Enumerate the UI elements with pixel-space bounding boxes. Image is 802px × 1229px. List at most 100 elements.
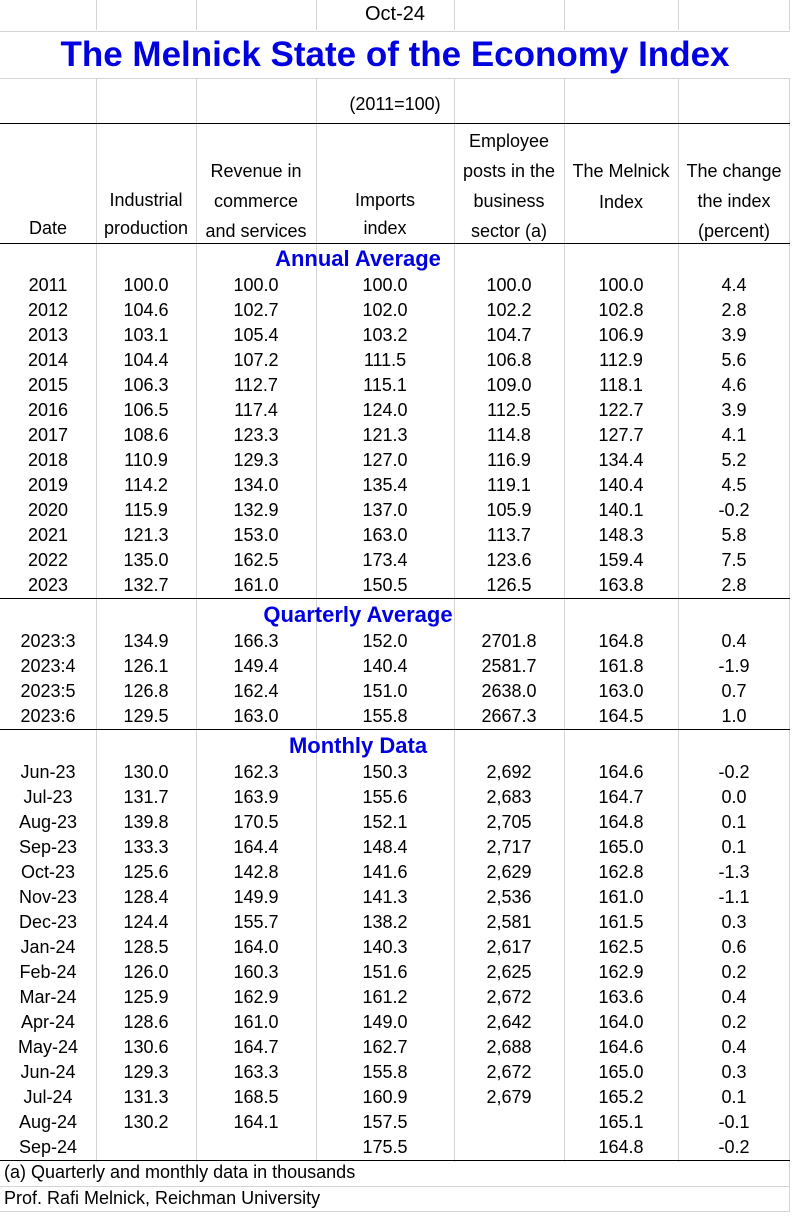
table-row: Sep-24 175.5 164.8 -0.2: [0, 1135, 790, 1160]
industrial-cell: 130.2: [123, 1112, 169, 1132]
revenue-cell: 162.4: [233, 681, 279, 701]
change-cell: 4.6: [721, 375, 747, 395]
header-employee: Employee posts in the business sector (a): [462, 131, 556, 241]
imports-cell: 102.0: [362, 300, 408, 320]
table-row: 2013 103.1 105.4 103.2 104.7 106.9 3.9: [0, 323, 790, 348]
change-cell: 4.5: [721, 475, 747, 495]
employee-cell: 102.2: [486, 300, 532, 320]
industrial-cell: 126.0: [123, 962, 169, 982]
imports-cell: 175.5: [362, 1137, 408, 1157]
header-date: Date: [28, 218, 68, 238]
industrial-cell: 104.4: [123, 350, 169, 370]
revenue-cell: 163.3: [233, 1062, 279, 1082]
change-cell: 0.7: [721, 681, 747, 701]
grid-line: [789, 0, 790, 1212]
table-row: Dec-23 124.4 155.7 138.2 2,581 161.5 0.3: [0, 910, 790, 935]
table-row: 2015 106.3 112.7 115.1 109.0 118.1 4.6: [0, 373, 790, 398]
revenue-cell: 149.4: [233, 656, 279, 676]
industrial-cell: 121.3: [123, 525, 169, 545]
revenue-cell: 100.0: [233, 275, 279, 295]
revenue-cell: 162.9: [233, 987, 279, 1007]
date-cell: 2023:5: [20, 681, 76, 701]
industrial-cell: 115.9: [124, 500, 168, 520]
employee-cell: 105.9: [486, 500, 532, 520]
change-cell: 0.4: [721, 1037, 747, 1057]
melnick-cell: 112.9: [599, 350, 643, 370]
change-cell: -1.9: [718, 656, 750, 676]
grid-line: [316, 0, 317, 1162]
industrial-cell: 104.6: [123, 300, 169, 320]
employee-cell: 113.7: [487, 525, 531, 545]
industrial-cell: 128.6: [123, 1012, 169, 1032]
table-row: 2017 108.6 123.3 121.3 114.8 127.7 4.1: [0, 423, 790, 448]
footnote-a: (a) Quarterly and monthly data in thousa…: [4, 1162, 356, 1182]
date-cell: 2023: [27, 575, 69, 595]
melnick-cell: 148.3: [598, 525, 644, 545]
melnick-cell: 159.4: [598, 550, 644, 570]
change-cell: 0.1: [721, 812, 747, 832]
base-year-note: (2011=100): [349, 94, 441, 114]
table-row: Aug-23 139.8 170.5 152.1 2,705 164.8 0.1: [0, 810, 790, 835]
revenue-cell: 117.4: [234, 400, 278, 420]
melnick-cell: 162.9: [598, 962, 644, 982]
melnick-cell: 163.8: [598, 575, 644, 595]
change-cell: 1.0: [721, 706, 747, 726]
melnick-cell: 165.1: [598, 1112, 644, 1132]
date-cell: 2016: [27, 400, 69, 420]
melnick-cell: 106.9: [598, 325, 644, 345]
employee-cell: 2,629: [486, 862, 532, 882]
spreadsheet: Oct-24 The Melnick State of the Economy …: [0, 0, 790, 1212]
imports-cell: 150.5: [362, 575, 408, 595]
imports-cell: 124.0: [362, 400, 408, 420]
industrial-cell: 114.2: [124, 475, 168, 495]
change-cell: 4.4: [721, 275, 747, 295]
change-cell: 0.1: [721, 837, 747, 857]
table-row: May-24 130.6 164.7 162.7 2,688 164.6 0.4: [0, 1035, 790, 1060]
imports-cell: 155.8: [362, 706, 408, 726]
table-row: 2023:4 126.1 149.4 140.4 2581.7 161.8 -1.9: [0, 654, 790, 679]
table-row: 2023:3 134.9 166.3 152.0 2701.8 164.8 0.4: [0, 629, 790, 654]
imports-cell: 135.4: [362, 475, 408, 495]
change-cell: 7.5: [721, 550, 747, 570]
imports-cell: 148.4: [362, 837, 408, 857]
imports-cell: 141.6: [362, 862, 408, 882]
table-row: 2019 114.2 134.0 135.4 119.1 140.4 4.5: [0, 473, 790, 498]
revenue-cell: 155.7: [233, 912, 279, 932]
page-title: The Melnick State of the Economy Index: [60, 35, 730, 74]
imports-cell: 161.2: [362, 987, 408, 1007]
header-industrial: Industrial production: [103, 190, 189, 238]
section-annual-title: Annual Average: [275, 246, 441, 271]
date-cell: May-24: [17, 1037, 79, 1057]
employee-cell: 119.1: [487, 475, 531, 495]
table-row: 2018 110.9 129.3 127.0 116.9 134.4 5.2: [0, 448, 790, 473]
employee-cell: 2,672: [486, 987, 532, 1007]
change-cell: 5.2: [721, 450, 747, 470]
employee-cell: 2701.8: [481, 631, 537, 651]
industrial-cell: 131.7: [123, 787, 169, 807]
change-cell: 5.6: [721, 350, 747, 370]
grid-line: [678, 0, 679, 1162]
imports-cell: 103.2: [362, 325, 408, 345]
change-cell: 3.9: [721, 400, 747, 420]
melnick-cell: 164.8: [598, 1137, 644, 1157]
melnick-cell: 164.8: [598, 631, 644, 651]
table-row: Jan-24 128.5 164.0 140.3 2,617 162.5 0.6: [0, 935, 790, 960]
employee-cell: 116.9: [487, 450, 531, 470]
industrial-cell: 132.7: [123, 575, 169, 595]
melnick-cell: 164.6: [598, 1037, 644, 1057]
grid-line: [454, 0, 455, 1162]
employee-cell: 2,717: [486, 837, 532, 857]
revenue-cell: 112.7: [234, 375, 278, 395]
imports-cell: 149.0: [362, 1012, 408, 1032]
change-cell: 4.1: [721, 425, 747, 445]
employee-cell: 2,617: [486, 937, 532, 957]
imports-cell: 155.8: [362, 1062, 408, 1082]
date-cell: 2014: [27, 350, 69, 370]
table-row: Jul-23 131.7 163.9 155.6 2,683 164.7 0.0: [0, 785, 790, 810]
change-cell: -1.3: [718, 862, 750, 882]
imports-cell: 137.0: [362, 500, 408, 520]
grid-line: [96, 0, 97, 1162]
table-row: 2021 121.3 153.0 163.0 113.7 148.3 5.8: [0, 523, 790, 548]
melnick-cell: 134.4: [598, 450, 644, 470]
imports-cell: 138.2: [362, 912, 408, 932]
